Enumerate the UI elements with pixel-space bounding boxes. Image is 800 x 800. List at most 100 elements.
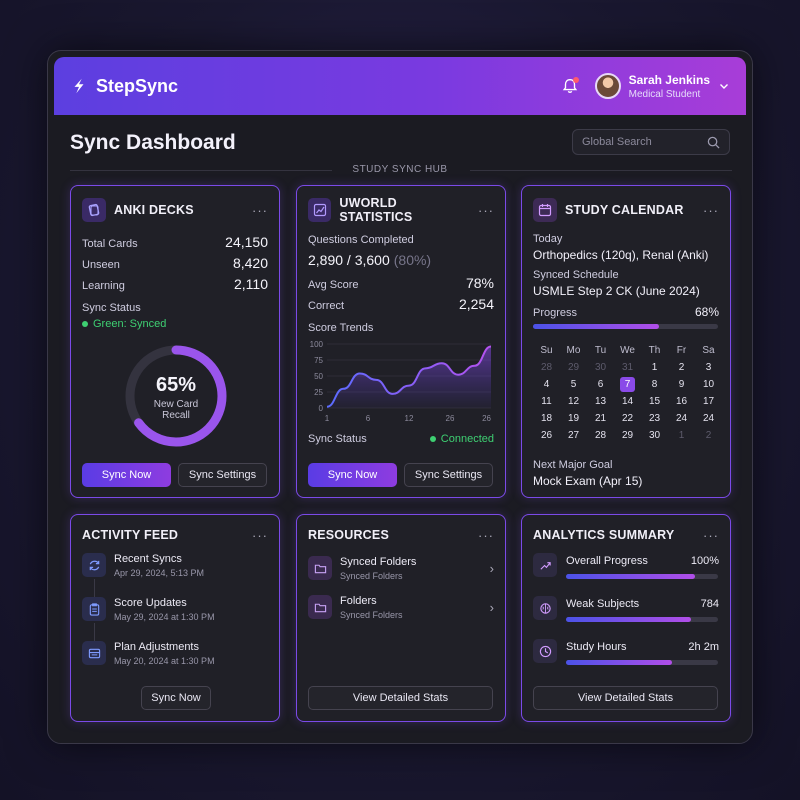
calendar-day[interactable]: 4 [543, 379, 550, 390]
calendar-day[interactable]: 21 [594, 413, 607, 424]
calendar-day[interactable]: 24 [702, 413, 715, 424]
app-logo[interactable]: StepSync [70, 76, 178, 97]
weekday-label: Th [648, 345, 661, 356]
feed-timestamp: Apr 29, 2024, 5:13 PM [114, 568, 205, 578]
calendar-day[interactable]: 15 [648, 396, 661, 407]
calendar-day[interactable]: 13 [594, 396, 607, 407]
calendar-day-selected[interactable]: 7 [614, 377, 641, 392]
clipboard-icon [82, 597, 106, 621]
calendar-day[interactable]: 27 [567, 430, 580, 441]
analytics-item[interactable]: Weak Subjects 784 [533, 596, 719, 630]
calendar-day[interactable]: 30 [648, 430, 661, 441]
more-options-icon[interactable]: ··· [478, 202, 494, 218]
sync-now-button[interactable]: Sync Now [308, 463, 397, 487]
ring-percent: 65% [155, 374, 197, 396]
list-item[interactable]: Synced Folders Synced Folders › [308, 553, 494, 583]
avg-score-value: 78% [465, 275, 494, 291]
status-dot [429, 436, 436, 443]
progress-value: 68% [694, 305, 719, 319]
trend-area [327, 346, 491, 408]
calendar-day[interactable]: 30 [594, 362, 607, 373]
list-item[interactable]: Plan Adjustments May 20, 2024 at 1:30 PM [82, 641, 268, 673]
avatar [594, 73, 621, 99]
more-options-icon[interactable]: ··· [252, 527, 268, 543]
calendar-day[interactable]: 28 [540, 362, 553, 373]
analytics-summary-card: ANALYTICS SUMMARY ··· Overall Progress 1… [521, 514, 731, 722]
calendar-day[interactable]: 10 [702, 379, 715, 390]
sync-now-button[interactable]: Sync Now [82, 463, 171, 487]
calendar-day[interactable]: 6 [597, 379, 604, 390]
calendar-day[interactable]: 18 [540, 413, 553, 424]
calendar-day[interactable]: 29 [621, 430, 634, 441]
calendar-day[interactable]: 26 [540, 430, 553, 441]
app-name: StepSync [96, 75, 179, 96]
calendar-day[interactable]: 14 [621, 396, 634, 407]
calendar-day[interactable]: 2 [678, 362, 685, 373]
resource-sub: Synced Folders [340, 570, 403, 581]
questions-percent: (80%) [393, 252, 432, 268]
stat-value: 24,150 [225, 234, 268, 250]
resource-title: Synced Folders [340, 555, 417, 568]
more-options-icon[interactable]: ··· [703, 527, 719, 543]
view-detailed-stats-button[interactable]: View Detailed Stats [533, 686, 718, 710]
more-options-icon[interactable]: ··· [703, 202, 719, 218]
chevron-right-icon: › [489, 560, 494, 576]
today-value: Orthopedics (120q), Renal (Anki) [533, 248, 709, 262]
calendar-day[interactable]: 1 [678, 430, 685, 441]
calendar-day[interactable]: 22 [621, 413, 634, 424]
sync-settings-button[interactable]: Sync Settings [404, 463, 493, 487]
calendar-day[interactable]: 5 [570, 379, 577, 390]
stat-label: Total Cards [82, 238, 138, 250]
chevron-down-icon [720, 84, 728, 89]
sync-status-label: Sync Status [308, 433, 367, 445]
analytics-progress-bar [566, 574, 718, 579]
analytics-progress-bar [566, 617, 718, 622]
notifications-button[interactable] [561, 77, 579, 95]
calendar-day[interactable]: 12 [567, 396, 580, 407]
list-item[interactable]: Folders Synced Folders › [308, 592, 494, 622]
analytics-progress-bar [566, 660, 718, 665]
stat-value: 2,110 [234, 276, 268, 292]
y-tick-label: 50 [314, 372, 323, 381]
feed-timestamp: May 20, 2024 at 1:30 PM [114, 656, 215, 666]
progress-fill [566, 574, 696, 579]
planner-icon [82, 641, 106, 665]
stepsync-logo-icon [74, 78, 84, 94]
chart-icon [308, 198, 332, 222]
x-tick-label: 6 [366, 414, 371, 423]
calendar-day[interactable]: 3 [705, 362, 712, 373]
schedule-value: USMLE Step 2 CK (June 2024) [533, 284, 700, 298]
calendar-day[interactable]: 11 [541, 396, 552, 407]
sync-settings-button[interactable]: Sync Settings [178, 463, 267, 487]
search-input[interactable]: Global Search [572, 129, 730, 155]
calendar-day[interactable]: 23 [648, 413, 661, 424]
analytics-item[interactable]: Study Hours 2h 2m [533, 639, 719, 673]
user-menu[interactable]: Sarah Jenkins Medical Student [594, 72, 730, 100]
x-tick-label: 26 [446, 414, 455, 423]
calendar-day[interactable]: 19 [567, 413, 580, 424]
user-name: Sarah Jenkins [628, 72, 710, 87]
calendar-day[interactable]: 16 [675, 396, 688, 407]
list-item[interactable]: Score Updates May 29, 2024 at 1:30 PM [82, 597, 268, 629]
calendar-day[interactable]: 8 [651, 379, 658, 390]
analytics-item[interactable]: Overall Progress 100% [533, 553, 719, 587]
calendar-day[interactable]: 31 [621, 362, 634, 373]
resources-card: RESOURCES ··· Synced Folders Synced Folde… [296, 514, 506, 722]
calendar-day[interactable]: 17 [702, 396, 715, 407]
calendar-day[interactable]: 29 [567, 362, 580, 373]
view-detailed-stats-button[interactable]: View Detailed Stats [308, 686, 493, 710]
timeline-connector [94, 623, 95, 641]
progress-label: Progress [533, 307, 578, 319]
anki-decks-card: ANKI DECKS ··· Total Cards 24,150 Unseen 8… [70, 185, 280, 498]
calendar-day[interactable]: 1 [651, 362, 658, 373]
more-options-icon[interactable]: ··· [478, 527, 494, 543]
calendar-day[interactable]: 24 [675, 413, 688, 424]
schedule-label: Synced Schedule [533, 269, 619, 281]
sync-now-button[interactable]: Sync Now [141, 686, 211, 710]
list-item[interactable]: Recent Syncs Apr 29, 2024, 5:13 PM [82, 553, 268, 585]
y-tick-label: 25 [314, 388, 323, 397]
calendar-day[interactable]: 2 [705, 430, 712, 441]
more-options-icon[interactable]: ··· [252, 202, 268, 218]
calendar-day[interactable]: 28 [594, 430, 607, 441]
calendar-day[interactable]: 9 [678, 379, 685, 390]
